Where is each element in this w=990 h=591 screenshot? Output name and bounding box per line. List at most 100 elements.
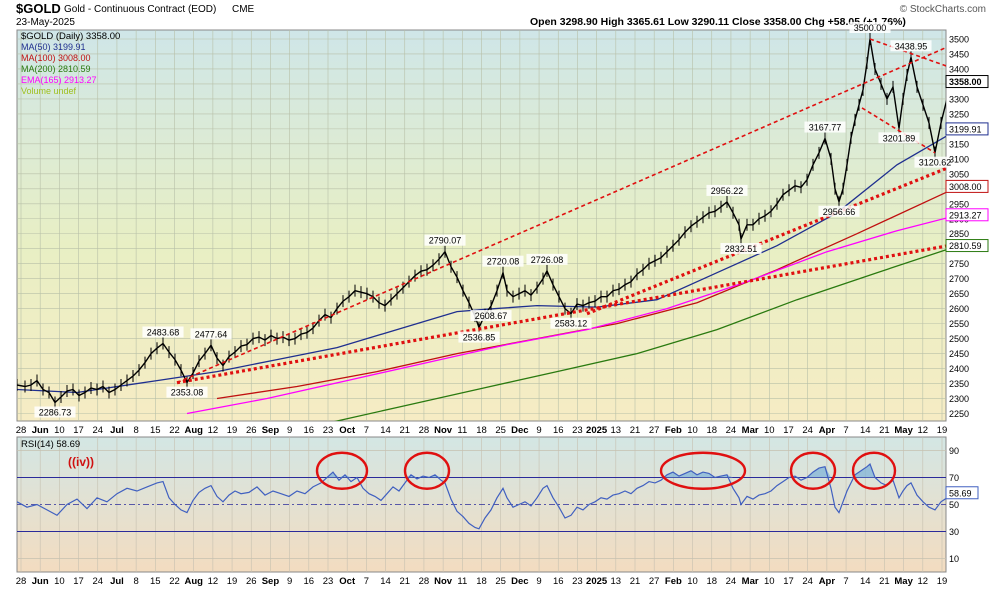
annotation-bg [849,21,891,33]
x-tick-label: 9 [287,425,292,436]
x-tick-label: 23 [572,576,583,587]
rsi-y-tick-label: 50 [949,500,959,510]
x-tick-label: 11 [457,425,467,436]
y-tick-label: 2450 [949,349,969,359]
rsi-overbought-fill [327,464,875,478]
x-tick-label: Mar [742,425,759,436]
annotation-bg [424,234,466,246]
rsi-gridlines [17,437,946,572]
annotation-label: 3201.89 [883,133,916,143]
annotation-label: 2353.08 [171,388,204,398]
right-label-text: 3358.00 [949,77,982,87]
annotation-label: 3120.62 [919,158,952,168]
x-tick-label: 17 [783,425,794,436]
x-tick-label: 14 [380,576,391,587]
annotation-label: 2790.07 [429,236,462,246]
x-tick-label: 15 [150,576,161,587]
right-label-box [945,75,989,89]
rsi-y-tick-label: 70 [949,473,959,483]
x-tick-label: 23 [572,425,583,436]
price-series [17,32,946,421]
annotation-label: 2956.22 [711,186,744,196]
symbol-title: $GOLD [16,1,61,16]
x-tick-label: Aug [184,576,203,587]
y-tick-label: 2650 [949,289,969,299]
x-tick-label: 21 [630,425,641,436]
x-tick-label: 24 [726,576,737,587]
legend: $GOLD (Daily) 3358.00 MA(50) 3199.91 MA(… [21,31,120,96]
annotation-bg [914,156,956,168]
trend-line-wedge-bottom [861,107,936,154]
y-tick-label: 2350 [949,379,969,389]
x-tick-label: 16 [553,425,564,436]
x-tick-label: 27 [649,425,660,436]
annotation-bg [482,255,524,267]
x-tick-label: 19 [937,425,948,436]
x-tick-label: Apr [819,425,836,436]
x-tick-label: 12 [918,425,929,436]
x-tick-label: 12 [918,576,929,587]
price-annotations: 2286.73 2483.68 2353.08 2477.64 2790.07 2720.… [34,21,956,418]
x-tick-label: 10 [764,425,775,436]
annotation-bg [878,132,920,144]
legend-entry-ma100: MA(100) 3008.00 [21,53,91,63]
x-tick-label: 10 [54,576,65,587]
x-tick-label: 21 [630,576,641,587]
right-label-box [945,239,989,253]
annotation-label: 2536.85 [463,333,496,343]
right-label-text: 2913.27 [949,210,982,220]
x-tick-label: 14 [380,425,391,436]
x-tick-label: 21 [399,576,410,587]
rsi-title: RSI(14) 58.69 [21,439,80,450]
x-tick-label: Sep [262,576,280,587]
trend-line-lower-channel [176,244,946,385]
annotation-label: 3167.77 [809,123,842,133]
x-tick-label: 10 [687,576,698,587]
x-tick-label: 2025 [586,425,608,436]
x-tick-label: Nov [434,576,453,587]
x-tick-label: Dec [511,576,528,587]
x-tick-label: 9 [287,576,292,587]
annotation-label: 3438.95 [895,41,928,51]
x-tick-label: 19 [227,425,238,436]
x-tick-label: 24 [92,576,103,587]
rsi-value-label: 58.69 [945,486,979,500]
chart-date: 23-May-2025 [16,17,75,28]
x-tick-label: 28 [419,425,430,436]
x-tick-label: Feb [665,576,682,587]
x-tick-label: 12 [208,576,219,587]
annotation-label: 2608.67 [475,311,508,321]
x-tick-label: Sep [262,425,280,436]
rsi-value-text: 58.69 [949,488,972,498]
x-tick-label: Jul [110,425,124,436]
x-tick-label: 22 [169,576,180,587]
rsi-y-tick-label: 10 [949,554,959,564]
rsi-line [17,462,946,530]
y-tick-label: 2600 [949,304,969,314]
rsi-highlight-ellipse [403,451,451,490]
x-tick-label: 18 [706,425,717,436]
rsi-y-tick-label: 90 [949,446,959,456]
y-tick-label: 2300 [949,394,969,404]
rsi-y-tick-label: 30 [949,527,959,537]
x-tick-label: 11 [457,576,467,587]
instrument-name: Gold - Continuous Contract (EOD) [64,4,216,15]
rsi-highlight-ellipses [315,451,897,490]
y-tick-label: 2550 [949,319,969,329]
annotation-bg [890,40,932,52]
x-tick-label: Feb [665,425,682,436]
right-label-text: 3199.91 [949,124,982,134]
x-tick-label: 10 [54,425,65,436]
x-tick-label: Jun [32,425,49,436]
series-line-ma-200- [334,249,946,421]
rsi-wave-label: ((iv)) [68,455,94,469]
x-tick-label: Apr [819,576,836,587]
annotation-label: 2726.08 [531,255,564,265]
y-tick-label: 2850 [949,229,969,239]
annotation-bg [526,253,568,265]
legend-entry-price: $GOLD (Daily) 3358.00 [21,31,120,42]
rsi-highlight-ellipse [789,451,837,490]
annotation-bg [34,406,76,418]
x-tick-label: Aug [184,425,203,436]
annotation-bg [190,328,232,340]
